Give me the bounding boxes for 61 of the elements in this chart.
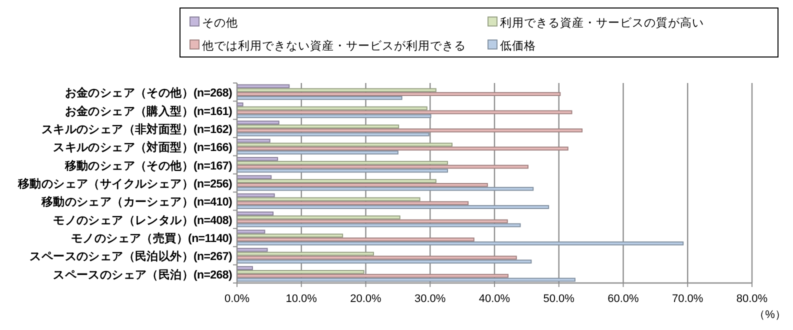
y-tick-label: お金のシェア（その他）(n=268)	[64, 86, 232, 100]
y-tick-label: 移動のシェア（サイクルシェア）(n=256)	[17, 176, 232, 190]
bar	[236, 88, 436, 92]
bar	[236, 120, 280, 125]
bar	[236, 168, 448, 173]
bar	[236, 160, 448, 165]
y-tick-label: 移動のシェア（その他）(n=167)	[64, 158, 232, 172]
x-tick-label: 50.0%	[543, 293, 575, 305]
bar	[236, 274, 509, 278]
x-tick-label: 70.0%	[672, 293, 704, 305]
bar	[236, 179, 436, 183]
bar	[236, 175, 272, 180]
bar	[236, 241, 684, 246]
bar	[236, 266, 253, 270]
bar	[236, 102, 244, 106]
y-tick-label: 移動のシェア（カーシェア）(n=410)	[40, 194, 232, 209]
bar	[236, 212, 274, 216]
y-tick-label: スキルのシェア（対面型）(n=166)	[53, 140, 232, 154]
bar	[236, 219, 508, 224]
bar	[236, 260, 532, 264]
bar	[236, 150, 398, 154]
x-tick-label: 10.0%	[286, 293, 318, 305]
bar	[236, 124, 400, 128]
bar	[236, 157, 278, 161]
x-tick-label: 60.0%	[608, 293, 640, 305]
bar	[236, 256, 517, 260]
y-tick-label: スペースのシェア（民泊以外）(n=267)	[30, 249, 232, 264]
bar	[236, 234, 344, 238]
bar	[236, 114, 432, 118]
x-axis-title: （%）	[754, 309, 786, 321]
y-tick-label: スキルのシェア（非対面型）(n=162)	[41, 122, 232, 136]
legend-label: 低価格	[500, 40, 536, 52]
bar	[236, 215, 400, 220]
x-tick-label: 30.0%	[414, 293, 446, 305]
bar	[236, 205, 550, 209]
bar	[236, 146, 568, 151]
bar	[236, 142, 453, 147]
y-tick-label: お金のシェア（購入型）(n=161)	[64, 104, 232, 118]
bar	[236, 193, 275, 198]
legend-label: その他	[202, 16, 238, 30]
bar	[236, 106, 428, 110]
bar	[236, 186, 534, 191]
legend-label: 他では利用できない資産・サービスが利用できる	[202, 38, 466, 52]
bar	[236, 230, 266, 234]
bar	[236, 201, 469, 206]
x-tick-label: 20.0%	[350, 293, 382, 305]
bar	[236, 238, 474, 242]
bar	[236, 132, 430, 136]
bar	[236, 96, 402, 100]
bar	[236, 92, 561, 96]
y-tick-label: スペースのシェア（民泊）(n=268)	[53, 268, 232, 282]
bar	[236, 183, 488, 187]
bar	[236, 270, 364, 274]
y-tick-label: モノのシェア（売買）(n=1140)	[71, 231, 232, 246]
legend-label: 利用できる資産・サービスの質が高い	[500, 16, 704, 30]
x-tick-label: 80.0%	[736, 293, 768, 305]
x-tick-label: 0.0%	[224, 293, 250, 305]
bar	[236, 248, 268, 252]
x-tick-label: 40.0%	[478, 293, 510, 305]
y-tick-label: モノのシェア（レンタル）(n=408)	[53, 214, 232, 227]
bar	[236, 128, 583, 132]
